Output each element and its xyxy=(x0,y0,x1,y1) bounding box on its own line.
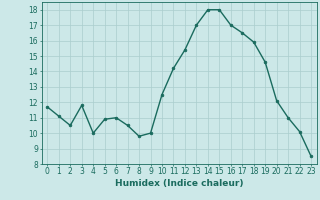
X-axis label: Humidex (Indice chaleur): Humidex (Indice chaleur) xyxy=(115,179,244,188)
